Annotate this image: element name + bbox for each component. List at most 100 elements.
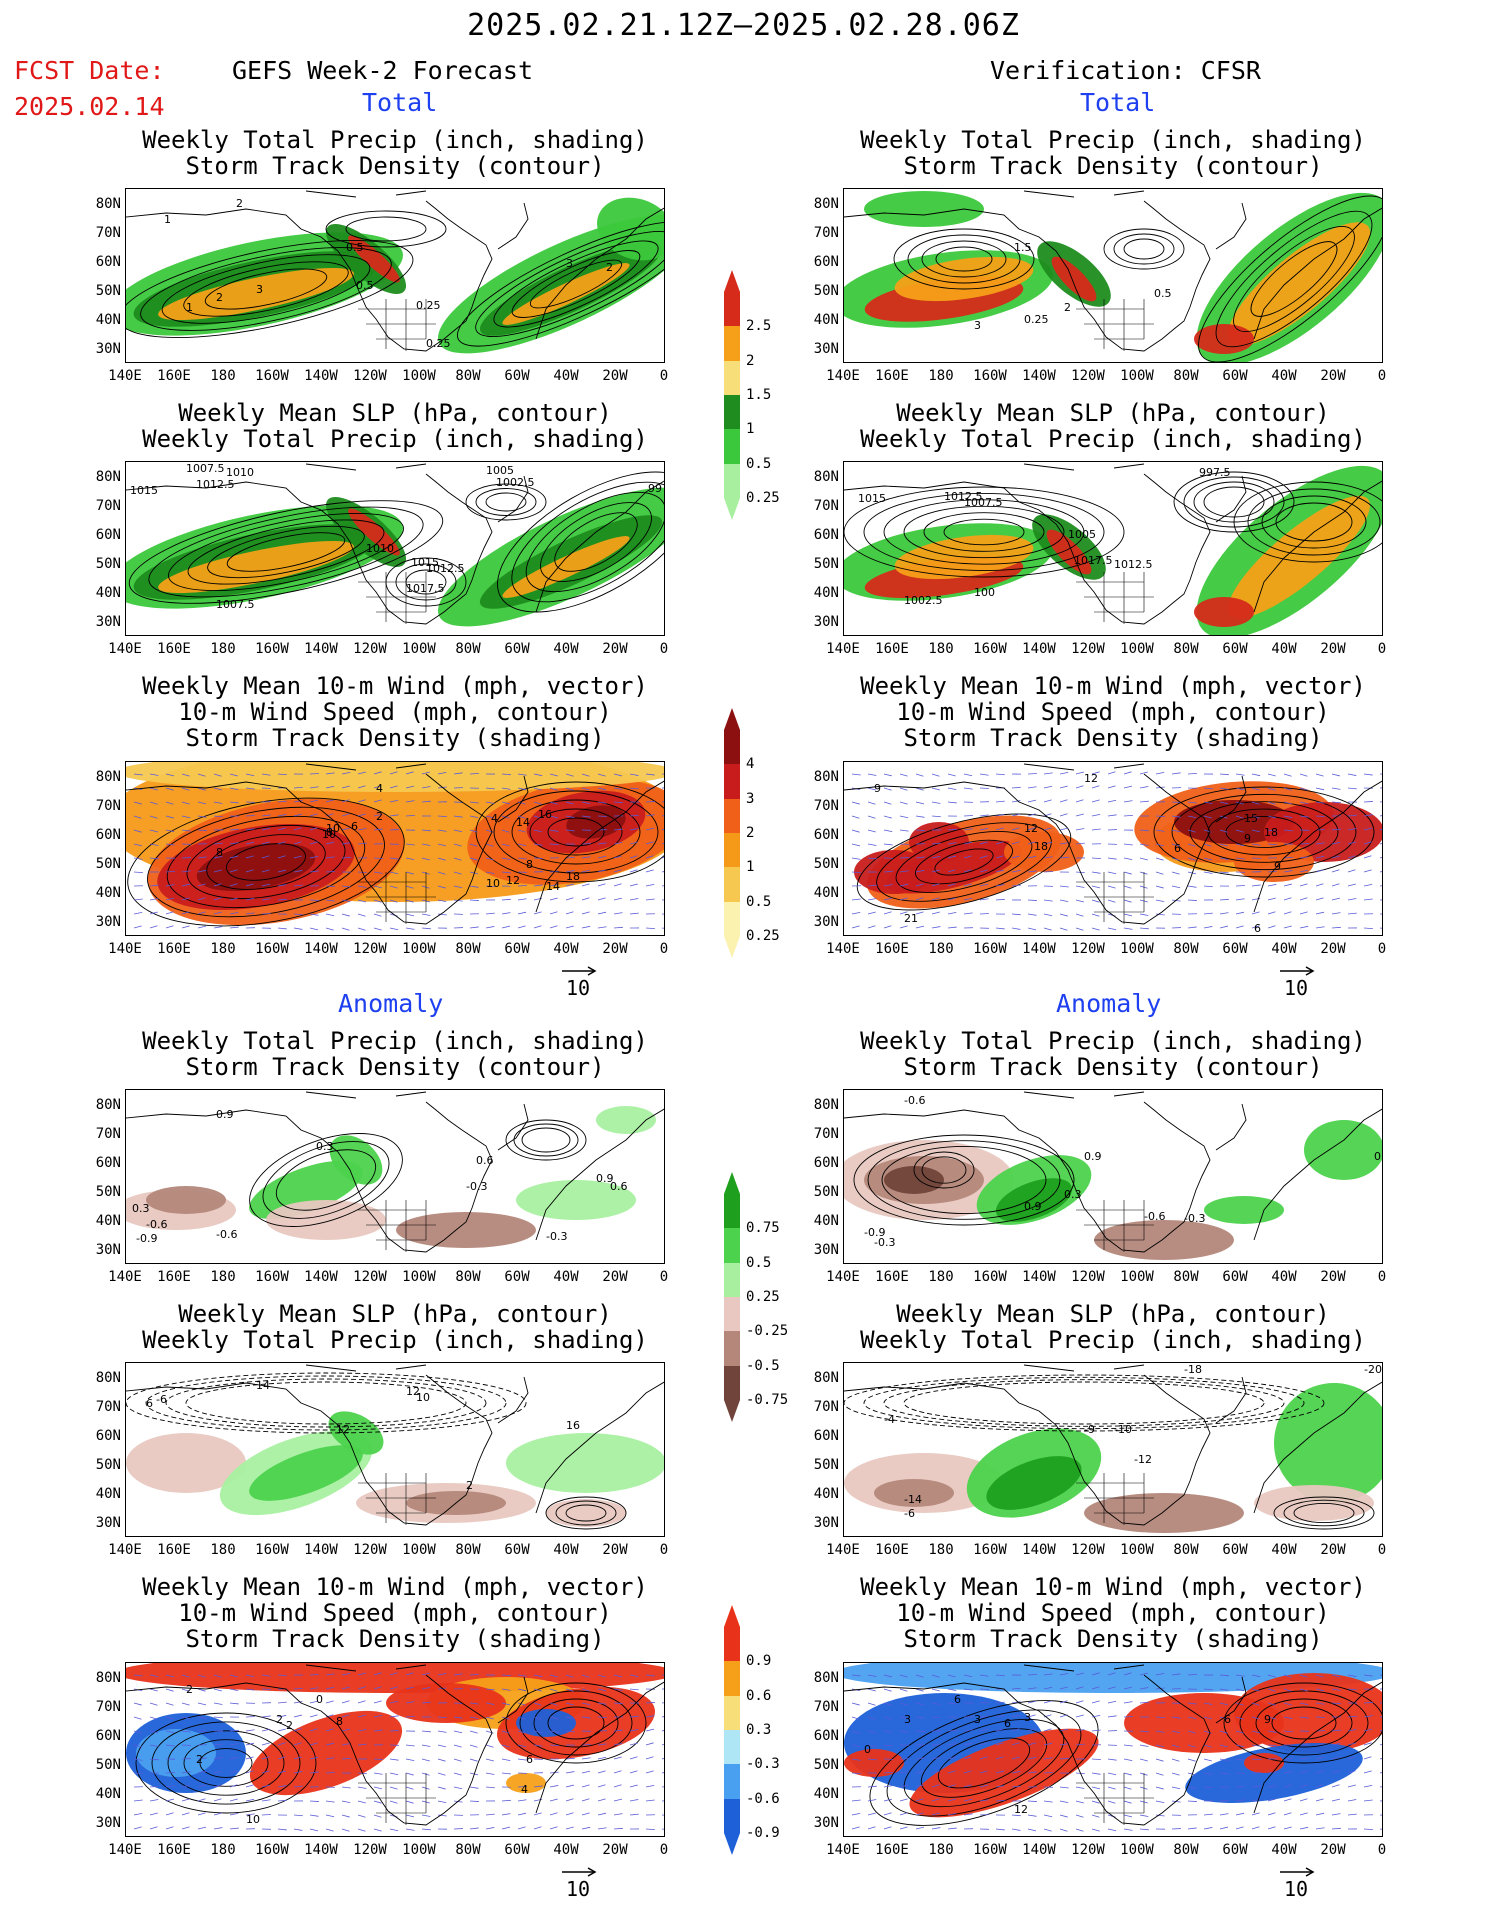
wind-vector bbox=[629, 1715, 639, 1718]
left-anomaly-heading: Anomaly bbox=[338, 989, 444, 1018]
wind-vector bbox=[245, 828, 255, 831]
wind-vector bbox=[1235, 1688, 1245, 1692]
wind-vector bbox=[1363, 814, 1373, 817]
wind-vector bbox=[437, 815, 447, 818]
wind-vector bbox=[1155, 1814, 1165, 1817]
wind-vector bbox=[453, 843, 462, 847]
longitude-tick-label: 0 bbox=[1377, 1542, 1387, 1558]
latitude-tick-label: 60N bbox=[95, 1728, 121, 1744]
colorbar-label: -0.9 bbox=[746, 1825, 780, 1841]
wind-vector bbox=[1059, 1743, 1069, 1746]
colorbar-label: 0.3 bbox=[746, 1722, 772, 1738]
wind-vector bbox=[661, 1730, 664, 1732]
wind-vector bbox=[1187, 1758, 1196, 1762]
longitude-tick-label: 20W bbox=[1320, 641, 1346, 657]
wind-vector bbox=[645, 1756, 654, 1760]
wind-vector bbox=[1203, 912, 1213, 915]
latitude-tick-label: 50N bbox=[95, 1757, 121, 1773]
wind-vector bbox=[309, 813, 318, 817]
wind-vector bbox=[645, 1715, 655, 1718]
longitude-tick-label: 60W bbox=[504, 1269, 530, 1285]
wind-vector bbox=[597, 801, 607, 804]
wind-vector bbox=[229, 1674, 238, 1678]
shading-region bbox=[1228, 495, 1370, 619]
wind-vector bbox=[629, 1770, 638, 1774]
wind-vector bbox=[851, 1758, 861, 1761]
wind-vector bbox=[1107, 1758, 1117, 1761]
wind-vector bbox=[277, 1756, 286, 1760]
contour-line bbox=[185, 1381, 467, 1425]
wind-vector bbox=[437, 857, 446, 861]
wind-vector bbox=[1363, 1742, 1372, 1746]
wind-vector bbox=[883, 1771, 893, 1774]
wind-vector bbox=[501, 1772, 511, 1775]
longitude-tick-label: 60W bbox=[1222, 941, 1248, 957]
shading-region bbox=[1004, 832, 1084, 872]
wind-vector bbox=[197, 1674, 206, 1678]
map-verification-anomaly-slp: -18 -20 -4 -10 -12 -14 -6 -9 bbox=[843, 1362, 1383, 1537]
wind-vector bbox=[373, 813, 383, 817]
wind-vector bbox=[867, 1674, 877, 1677]
longitude-tick-label: 20W bbox=[602, 941, 628, 957]
wind-vector bbox=[1155, 885, 1164, 889]
map-contour-label: 2 bbox=[196, 1753, 203, 1766]
wind-vector bbox=[373, 1828, 382, 1832]
longitude-tick-label: 120W bbox=[1071, 368, 1105, 384]
latitude-tick-label: 70N bbox=[813, 798, 839, 814]
wind-vector bbox=[421, 786, 431, 789]
vector-reference-label: 10 bbox=[1284, 976, 1309, 1000]
panel-title-obs-precip: Weekly Total Precip (inch, shading) Stor… bbox=[843, 127, 1383, 179]
map-contour-label: 2 bbox=[276, 1713, 283, 1726]
wind-vector bbox=[1011, 884, 1021, 887]
wind-vector bbox=[581, 897, 590, 901]
latitude-tick-label: 30N bbox=[813, 1515, 839, 1531]
vector-reference-label: 10 bbox=[566, 976, 591, 1000]
wind-vector bbox=[1139, 1672, 1148, 1676]
contour-line bbox=[863, 492, 1105, 572]
wind-vector bbox=[915, 911, 924, 915]
wind-vector bbox=[1091, 927, 1100, 931]
shading-region bbox=[126, 1433, 246, 1493]
colorbar-segment bbox=[724, 764, 740, 799]
wind-vector bbox=[517, 843, 527, 847]
contour-line bbox=[1173, 471, 1295, 533]
panel-title-line: Weekly Total Precip (inch, shading) bbox=[142, 1326, 648, 1354]
longitude-tick-label: 0 bbox=[1377, 1269, 1387, 1285]
longitude-tick-label: 20W bbox=[602, 368, 628, 384]
map-contour-label: 10 bbox=[416, 1391, 430, 1404]
wind-vector bbox=[1299, 801, 1309, 805]
longitude-tick-label: 180 bbox=[928, 368, 954, 384]
map-contour-label: 1 bbox=[164, 213, 171, 226]
wind-vector bbox=[341, 885, 351, 888]
wind-vector bbox=[181, 1826, 190, 1830]
contour-line bbox=[915, 839, 1013, 885]
wind-vector bbox=[1187, 1730, 1196, 1734]
wind-vector bbox=[549, 815, 558, 819]
wind-vector bbox=[1203, 871, 1213, 874]
contour-line bbox=[844, 486, 1125, 578]
wind-vector bbox=[309, 1814, 319, 1817]
wind-vector bbox=[1027, 855, 1037, 859]
latitude-tick-label: 80N bbox=[95, 196, 121, 212]
longitude-tick-label: 160W bbox=[255, 941, 289, 957]
coastline bbox=[844, 463, 1382, 625]
wind-vector bbox=[1011, 1714, 1020, 1718]
panel-title-line: 10-m Wind Speed (mph, contour) bbox=[178, 1599, 612, 1627]
contour-line bbox=[893, 228, 1035, 290]
wind-vector bbox=[245, 869, 254, 873]
longitude-tick-label: 160W bbox=[973, 641, 1007, 657]
wind-vector bbox=[1171, 1744, 1180, 1748]
contour-line bbox=[1223, 1682, 1382, 1764]
wind-vector bbox=[915, 1716, 925, 1719]
wind-vector bbox=[565, 801, 574, 805]
wind-vector bbox=[229, 869, 238, 873]
wind-vector bbox=[1059, 1757, 1069, 1760]
wind-vector bbox=[1123, 871, 1132, 875]
map-contour-label: 1017.5 bbox=[406, 582, 445, 595]
wind-vector bbox=[1011, 1814, 1021, 1817]
wind-vector bbox=[341, 1714, 350, 1718]
wind-vector bbox=[549, 829, 559, 832]
wind-vector bbox=[1091, 1772, 1101, 1775]
shading-region bbox=[249, 1160, 363, 1220]
